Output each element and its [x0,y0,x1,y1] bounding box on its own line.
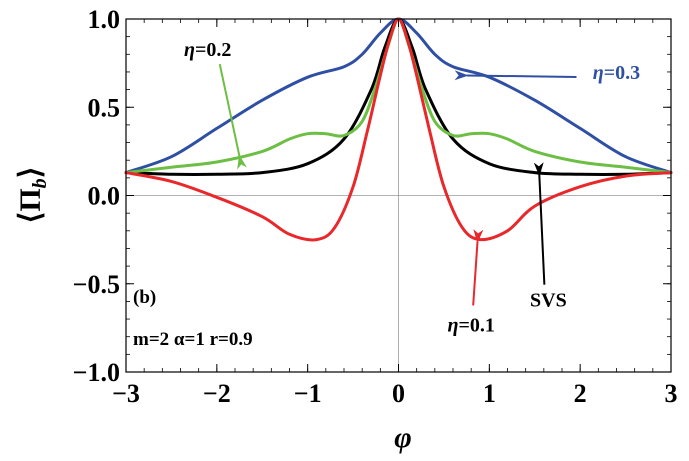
annotation-arrow [472,229,484,306]
y-tick-label: 1.0 [88,5,121,34]
y-tick-label: −1.0 [73,358,120,387]
panel-label: (b) [133,287,156,308]
x-tick-label: 3 [665,379,678,408]
x-tick-label: −3 [112,379,140,408]
params-label: m=2 α=1 r=0.9 [133,329,253,350]
annotation-text: η=0.3 [593,62,640,84]
y-tick-label: 0.0 [88,182,121,211]
x-tick-label: 1 [483,379,496,408]
x-axis-label: φ [394,421,412,454]
annotation-text: SVS [530,290,567,312]
annotation-arrow [454,70,577,81]
x-tick-label: −2 [203,379,231,408]
annotation-arrow [533,162,546,285]
annotation-text: η=0.2 [184,39,231,61]
x-tick-label: 0 [392,379,405,408]
y-tick-label: −0.5 [73,270,120,299]
annotation-text: η=0.1 [447,314,494,336]
x-tick-label: 2 [574,379,587,408]
y-axis-label: ⟨Πb⟩ [14,167,51,224]
y-axis-label-group: ⟨Πb⟩ [14,167,51,224]
x-tick-label: −1 [294,379,322,408]
grid-lines [126,19,671,372]
y-tick-label: 0.5 [88,93,121,122]
axis-ticks: −3 −2 −1 0 1 2 3 −1.0 −0.5 0.0 0.5 1.0 [73,5,678,408]
annotation-arrow [218,63,247,170]
annotations: η=0.3 η=0.2 η=0.1 SVS [184,39,640,336]
